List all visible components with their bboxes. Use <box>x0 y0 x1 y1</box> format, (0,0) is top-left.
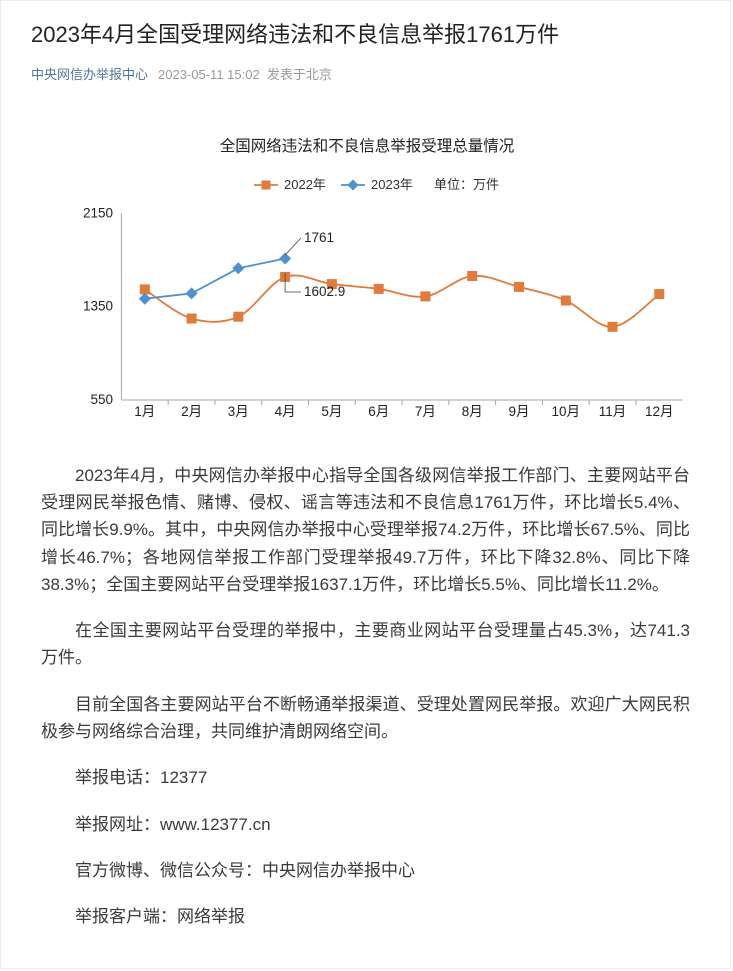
svg-text:2月: 2月 <box>181 404 202 419</box>
svg-text:2022年: 2022年 <box>284 177 326 192</box>
svg-text:全国网络违法和不良信息举报受理总量情况: 全国网络违法和不良信息举报受理总量情况 <box>220 137 515 155</box>
svg-text:1月: 1月 <box>134 404 155 419</box>
svg-text:1602.9: 1602.9 <box>304 284 345 299</box>
svg-text:12月: 12月 <box>645 404 674 419</box>
svg-text:11月: 11月 <box>599 404 627 419</box>
svg-text:单位：万件: 单位：万件 <box>434 177 499 192</box>
svg-text:1350: 1350 <box>83 298 113 313</box>
svg-text:7月: 7月 <box>415 404 436 419</box>
svg-text:6月: 6月 <box>368 404 389 419</box>
svg-text:9月: 9月 <box>508 404 529 419</box>
svg-text:3月: 3月 <box>228 404 249 419</box>
svg-text:1761: 1761 <box>304 230 334 245</box>
svg-text:550: 550 <box>90 392 113 407</box>
svg-text:2023年: 2023年 <box>371 177 413 192</box>
svg-text:4月: 4月 <box>275 404 296 419</box>
svg-text:2150: 2150 <box>83 205 113 220</box>
svg-text:10月: 10月 <box>552 404 581 419</box>
svg-text:8月: 8月 <box>462 404 483 419</box>
svg-text:5月: 5月 <box>321 404 342 419</box>
